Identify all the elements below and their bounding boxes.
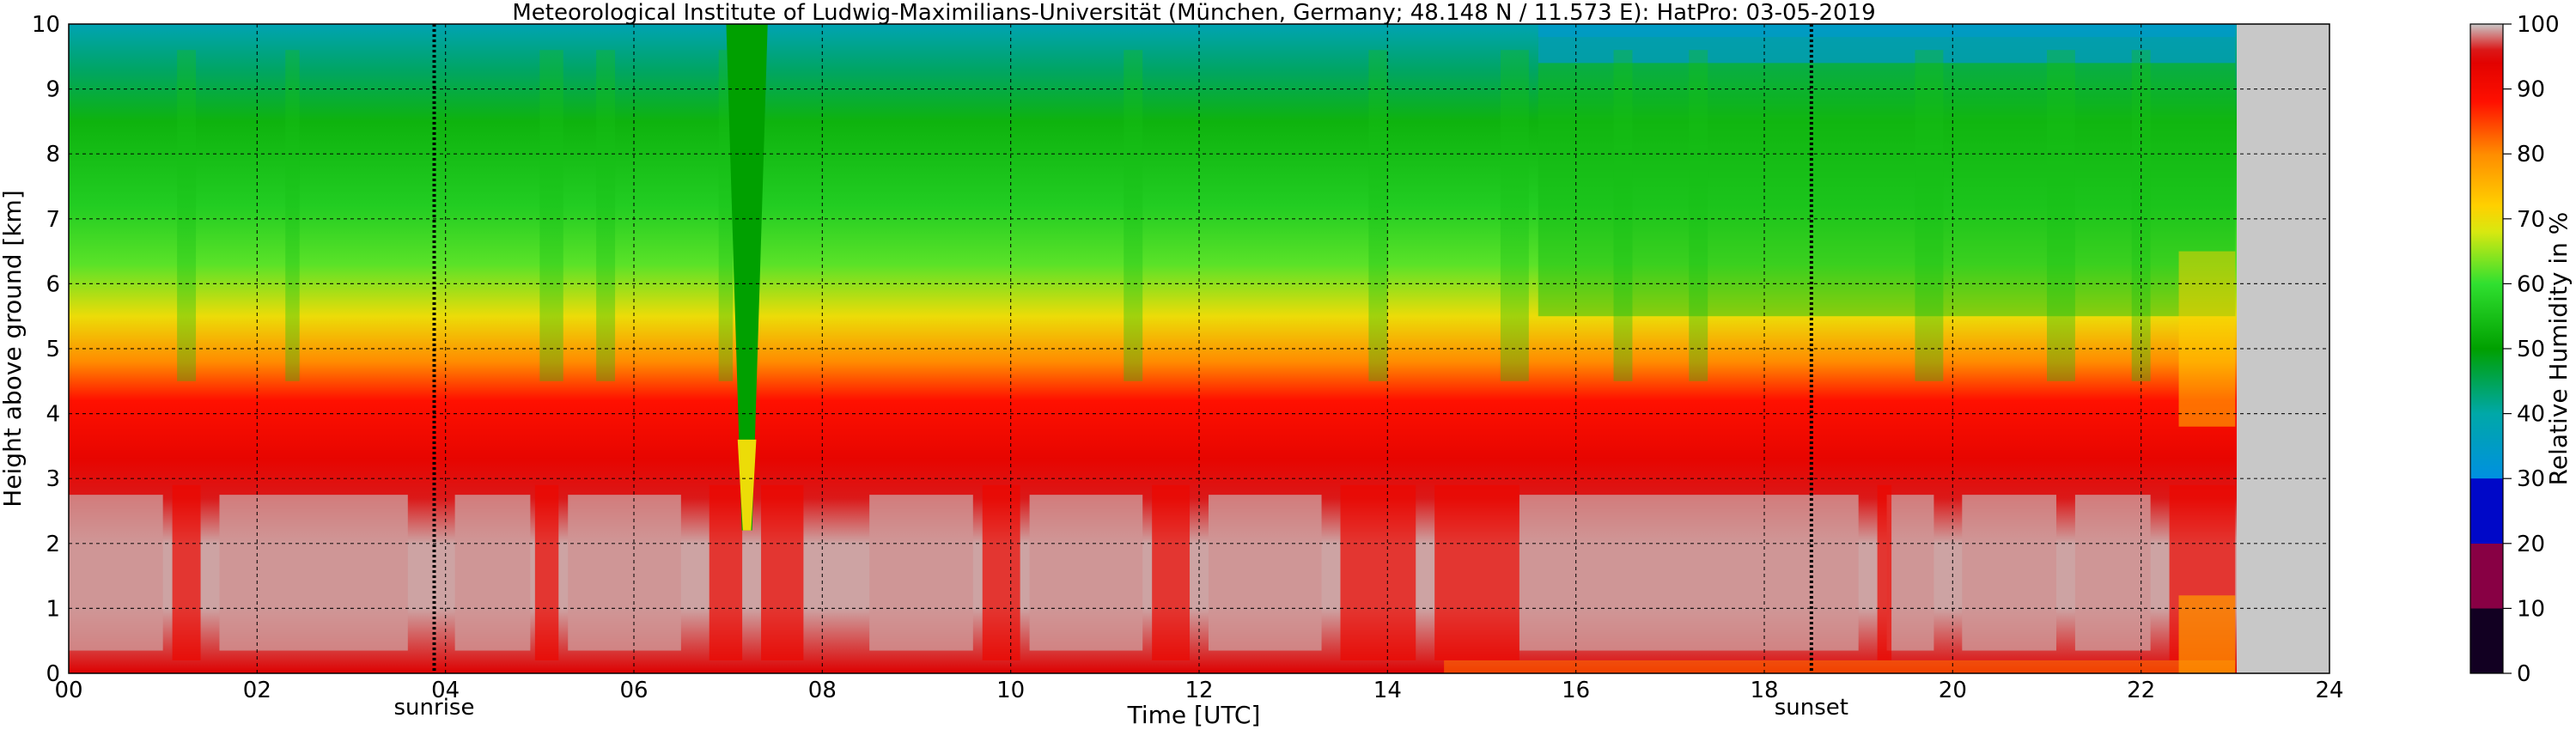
x-tick-label: 22 [2127,678,2155,703]
x-tick-label: 14 [1373,678,1402,703]
y-axis-label: Height above ground [km] [0,190,27,508]
x-tick-label: 04 [431,678,460,703]
x-tick-label: 00 [54,678,82,703]
grid-lines [69,24,2329,673]
colorbar-tick-label: 0 [2517,661,2531,687]
y-tick-label: 0 [46,661,60,687]
y-tick-label: 2 [46,532,60,557]
colorbar-tick-label: 100 [2517,12,2560,38]
plot-area: 00 02 04 06 08 10 12 14 16 18 20 22 24 012345678910 … [32,12,2344,721]
colorbar-tick-label: 50 [2517,337,2545,362]
y-tick-label: 5 [46,337,60,362]
y-tick-label: 3 [46,466,60,492]
x-axis-label: Time [UTC] [1127,701,1261,729]
y-tick-label: 8 [46,142,60,167]
colorbar-label: Relative Humidity in % [2544,212,2573,486]
y-tick-label: 10 [32,12,60,38]
sun-marker-labels: sunrise sunset [394,695,1848,721]
colorbar-tick-label: 70 [2517,207,2545,233]
chart-title: Meteorological Institute of Ludwig-Maxim… [512,0,1875,26]
y-tick-label: 4 [46,402,60,428]
y-tick-labels: 0 1 2 3 4 5 6 7 8 9 10 [32,12,60,687]
colorbar-tick-label: 10 [2517,596,2545,622]
colorbar-tick-label: 40 [2517,402,2545,428]
y-tick-label: 9 [46,77,60,103]
marker-label-sunrise: sunrise [394,695,475,721]
colorbar: 0 10 20 30 40 50 60 70 80 90 100 Relative Humidity… [2469,12,2573,687]
y-tick-label: 6 [46,271,60,297]
x-tick-label: 06 [619,678,648,703]
x-tick-label: 24 [2315,678,2343,703]
marker-label-sunset: sunset [1775,695,1848,721]
sun-marker-lines [432,24,1813,673]
x-tick-label: 12 [1184,678,1213,703]
colorbar-tick-label: 90 [2517,77,2545,103]
x-tick-label: 02 [243,678,271,703]
x-tick-label: 16 [1562,678,1590,703]
x-tick-label: 20 [1939,678,1967,703]
colorbar-tick-label: 30 [2517,466,2545,492]
colorbar-tick-label: 20 [2517,532,2545,557]
colorbar-tick-label: 80 [2517,142,2545,167]
x-tick-labels: 00 02 04 06 08 10 12 14 16 18 20 22 24 [54,678,2343,703]
plot-frame [68,23,2330,674]
heatmap-features [69,24,2236,673]
x-tick-label: 10 [996,678,1025,703]
x-tick-label: 18 [1750,678,1778,703]
y-tick-label: 7 [46,207,60,233]
y-tick-label: 1 [46,596,60,622]
x-tick-label: 08 [808,678,837,703]
colorbar-ticks: 0 10 20 30 40 50 60 70 80 90 100 [2503,12,2560,687]
colorbar-bar [2469,23,2504,674]
colorbar-tick-label: 60 [2517,271,2545,297]
